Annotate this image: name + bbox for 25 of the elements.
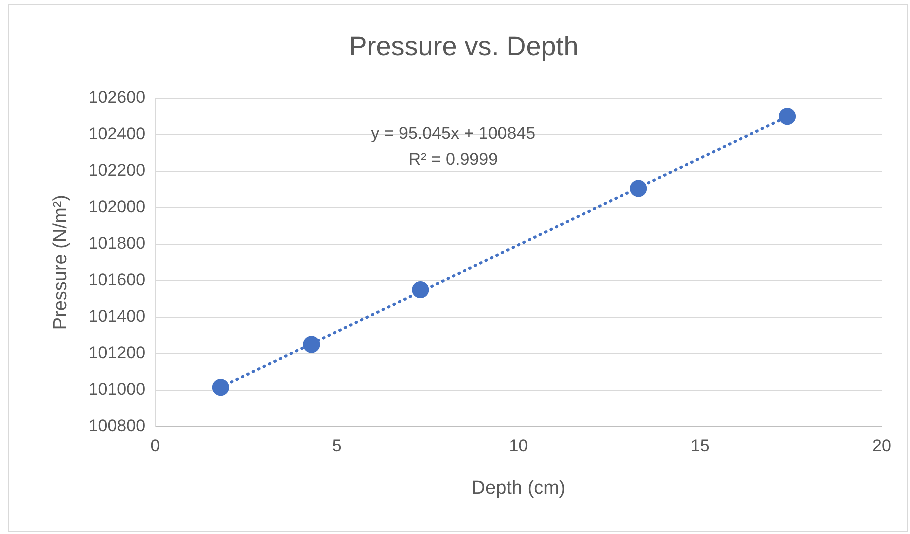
point	[212, 379, 230, 396]
x-tick-label: 0	[150, 436, 160, 456]
y-tick-label: 102600	[88, 88, 146, 108]
x-tick-label: 5	[332, 436, 342, 456]
x-tick-label: 20	[872, 436, 892, 456]
y-tick-label: 102000	[88, 198, 146, 217]
point	[412, 281, 430, 298]
y-tick-label: 101200	[88, 344, 146, 363]
y-tick-label: 100800	[88, 416, 146, 436]
y-tick-label: 102400	[88, 124, 146, 144]
point	[779, 108, 796, 126]
x-tick-label: 15	[690, 436, 710, 456]
y-tick-label: 101800	[88, 234, 146, 254]
point	[630, 180, 648, 198]
x-axis-title: Depth (cm)	[472, 478, 566, 499]
y-tick-label: 101400	[88, 307, 146, 326]
point	[303, 336, 320, 354]
y-tick-label: 101000	[88, 380, 146, 399]
annotation: R² = 0.9999	[408, 150, 498, 170]
y-axis-title: Pressure (N/m²)	[50, 195, 72, 330]
y-tick-label: 101600	[88, 270, 146, 290]
y-tick-label: 102200	[88, 161, 146, 180]
annotation: y = 95.045x + 100845	[371, 124, 536, 144]
chart-title: Pressure vs. Depth	[349, 32, 579, 62]
x-tick-label: 10	[509, 436, 528, 456]
